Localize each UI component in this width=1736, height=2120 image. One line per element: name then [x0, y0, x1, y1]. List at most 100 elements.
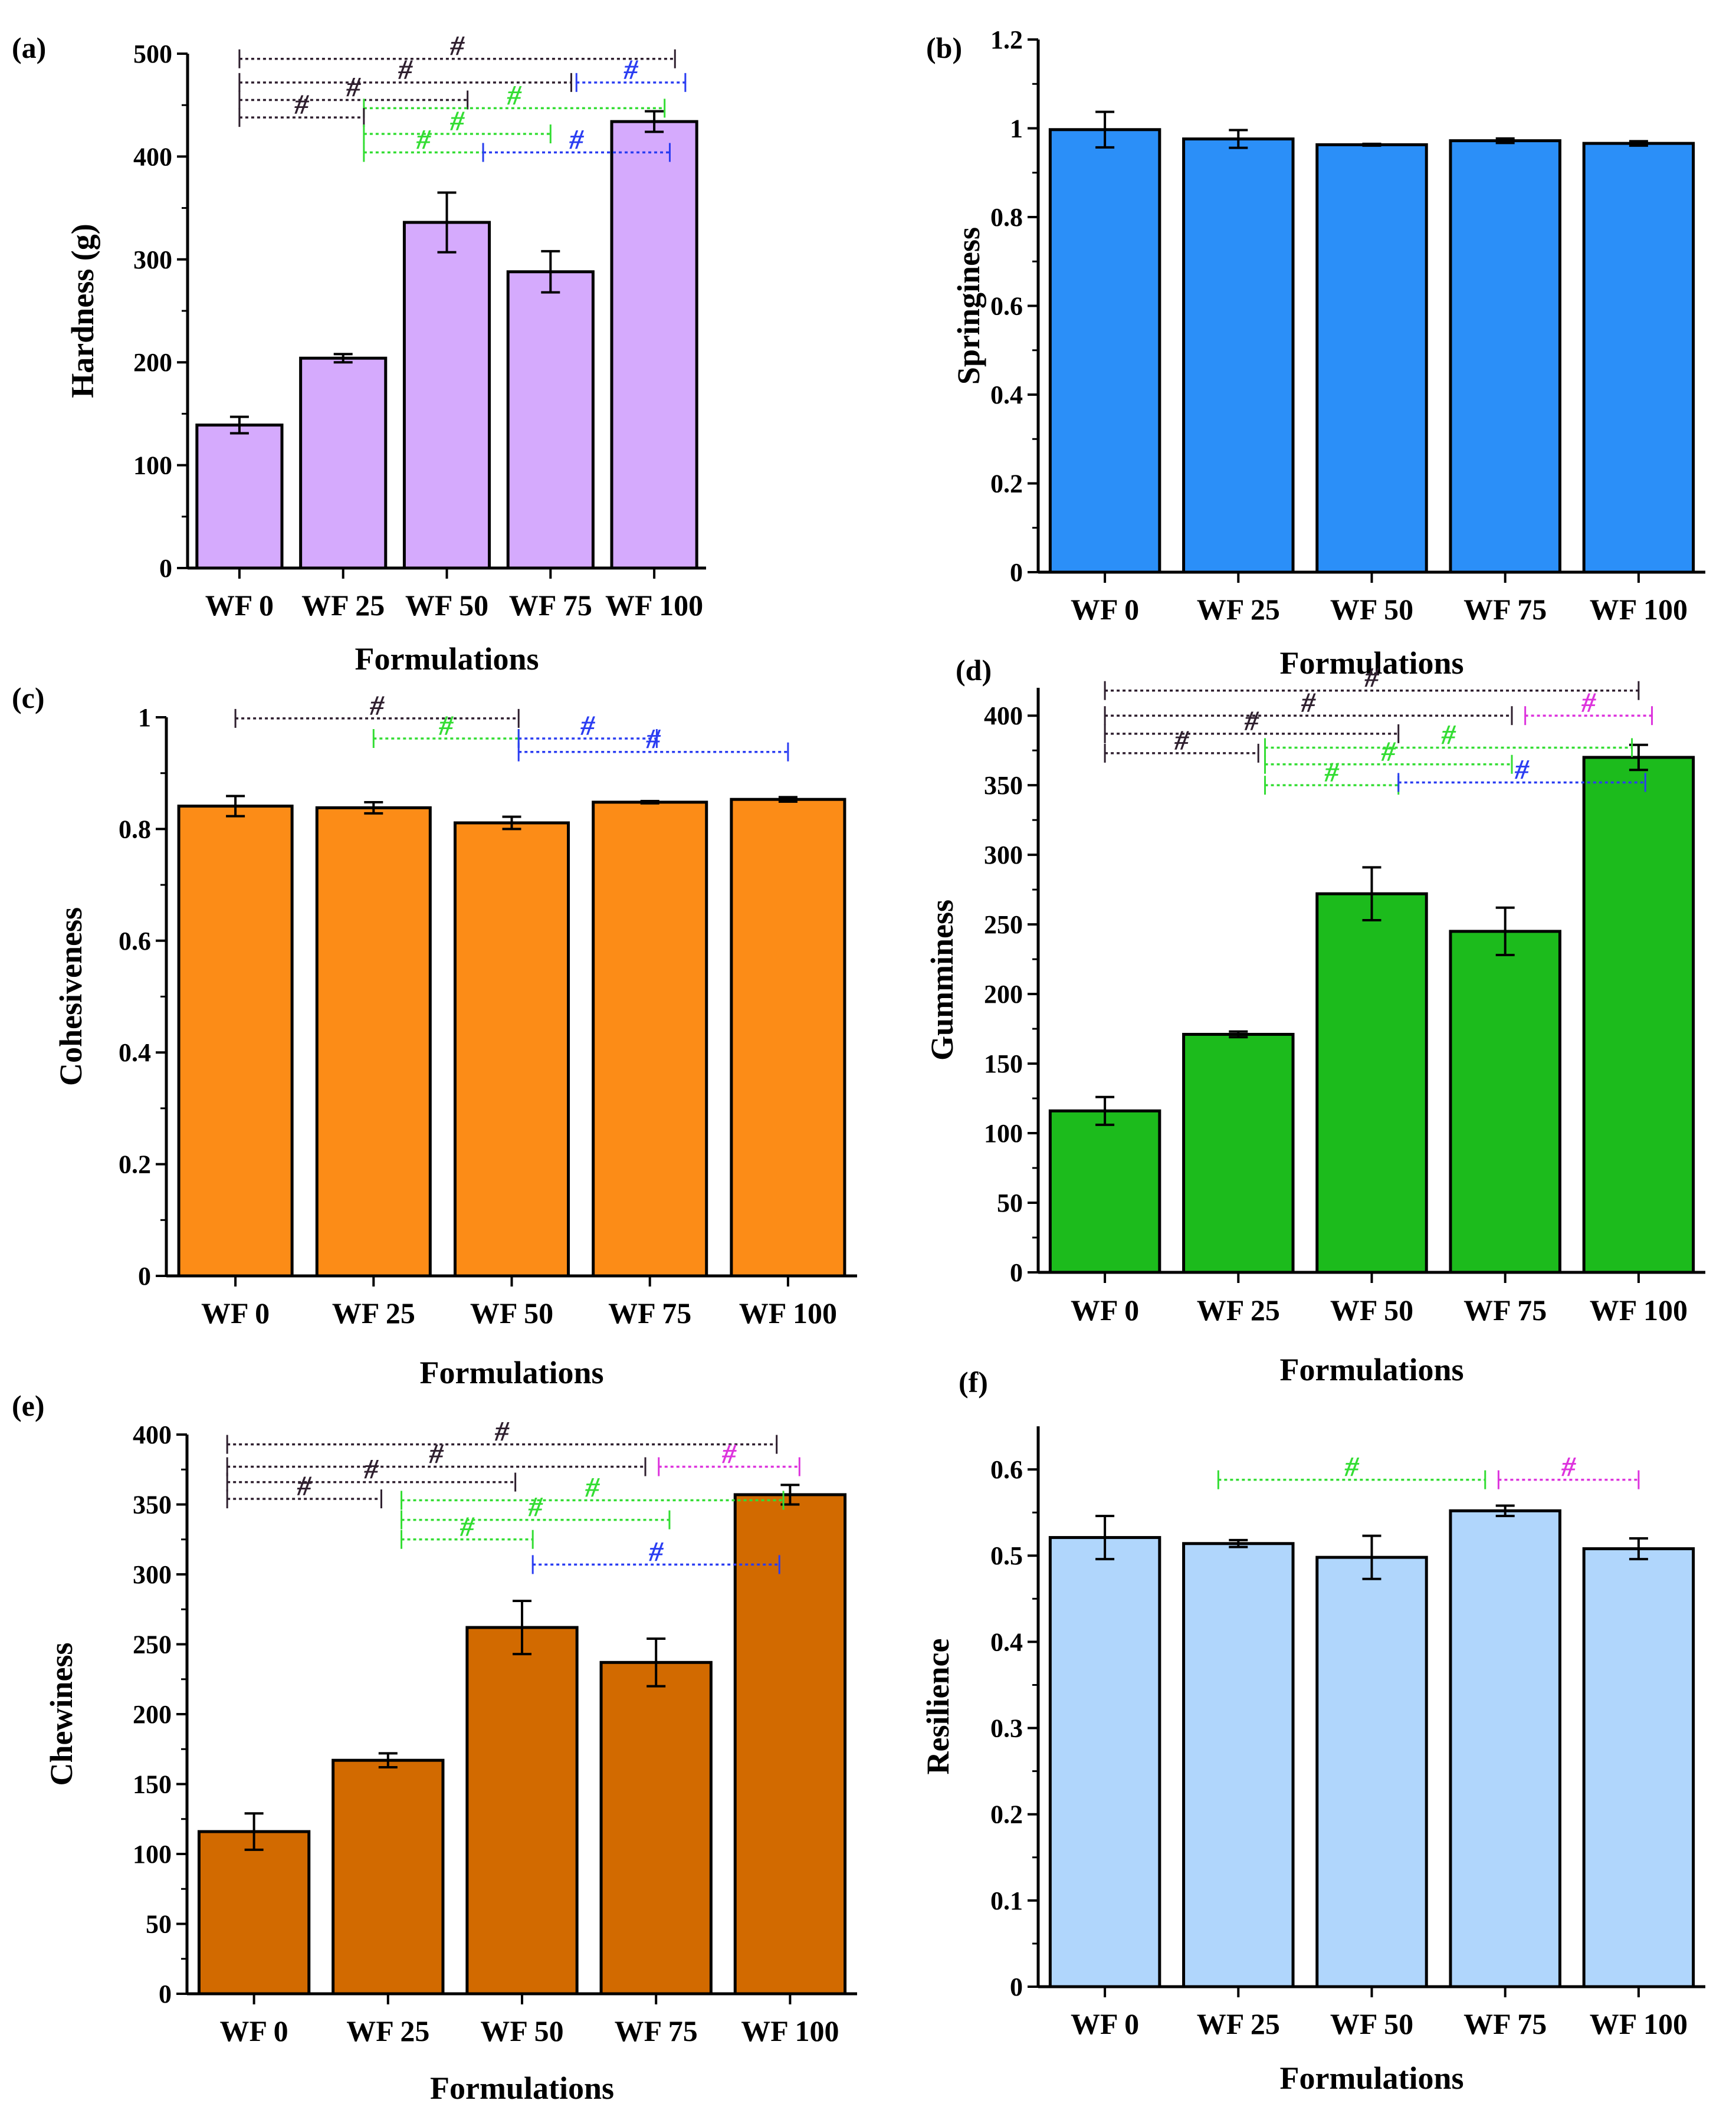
error-bar — [1495, 137, 1515, 145]
y-tick-label: 150 — [984, 1049, 1023, 1078]
significance-bracket: # — [363, 106, 552, 144]
significance-bracket: # — [1397, 754, 1646, 792]
y-axis-title: Hardness (g) — [65, 224, 100, 398]
bar — [197, 1830, 311, 1996]
x-tick-label: WF 0 — [1071, 2007, 1139, 2040]
x-tick-label: WF 100 — [739, 1297, 837, 1330]
x-axis-title: Formulations — [430, 2070, 614, 2106]
y-tick-label: 0.2 — [119, 1150, 151, 1179]
error-bar — [1495, 906, 1515, 957]
error-bar — [1362, 1534, 1381, 1580]
significance-bracket: # — [1104, 687, 1513, 726]
y-tick-label: 0.4 — [990, 380, 1023, 409]
y-tick-label: 0.4 — [119, 1038, 151, 1067]
x-tick-label: WF 0 — [1071, 593, 1139, 626]
significance-bracket: # — [238, 31, 676, 68]
significance-hash: # — [585, 1472, 600, 1503]
significance-hash: # — [648, 1536, 664, 1567]
y-axis-title: Springiness — [951, 227, 986, 385]
significance-hash: # — [1174, 725, 1189, 756]
panel-label: (c) — [12, 681, 45, 714]
y-tick-label: 200 — [133, 348, 172, 377]
y-tick-label: 0.4 — [990, 1627, 1023, 1656]
x-tick-label: WF 50 — [1330, 1294, 1413, 1327]
significance-bracket: # — [238, 89, 365, 127]
bar — [730, 798, 846, 1278]
error-bar — [437, 191, 457, 254]
significance-hash: # — [623, 54, 639, 86]
significance-hash: # — [294, 89, 309, 120]
y-tick-label: 0.2 — [990, 470, 1023, 498]
bar — [1315, 1555, 1428, 1988]
significance-bracket: # — [363, 80, 666, 118]
significance-bracket: # — [658, 1439, 800, 1476]
significance-bracket: # — [226, 1471, 382, 1509]
significance-hash: # — [363, 1454, 379, 1485]
y-tick-label: 350 — [133, 1491, 172, 1520]
x-tick-label: WF 50 — [470, 1297, 553, 1330]
x-axis-title: Formulations — [1279, 645, 1463, 681]
x-tick-label: WF 0 — [1071, 1294, 1139, 1327]
x-axis-title: Formulations — [419, 1355, 603, 1390]
significance-bracket: # — [531, 1536, 780, 1574]
significance-bracket: # — [1524, 687, 1653, 726]
bar — [1182, 1542, 1295, 1988]
x-tick-label: WF 75 — [615, 2014, 698, 2047]
significance-bracket: # — [401, 1472, 785, 1510]
y-tick-label: 0.3 — [990, 1714, 1023, 1743]
significance-hash: # — [398, 54, 413, 86]
bar — [1048, 1109, 1161, 1274]
error-bar — [1229, 1030, 1248, 1039]
y-tick-label: 0.6 — [990, 1455, 1023, 1484]
significance-hash: # — [580, 710, 595, 741]
significance-hash: # — [1381, 736, 1396, 767]
y-tick-label: 150 — [133, 1770, 172, 1799]
y-tick-label: 0 — [159, 554, 172, 583]
chart-panel-e: (e) 0 50 100 150 200 250 300 350 400 WF 0 WF 25 WF 5… — [12, 1389, 857, 2106]
significance-hash: # — [494, 1416, 510, 1448]
significance-bracket: # — [482, 124, 671, 162]
y-tick-label: 400 — [133, 142, 172, 171]
y-tick-label: 0.6 — [119, 927, 151, 956]
significance-hash: # — [369, 690, 385, 721]
error-bar — [778, 796, 798, 803]
significance-bracket: # — [238, 71, 469, 110]
x-tick-label: WF 50 — [405, 589, 488, 622]
y-tick-label: 1.2 — [990, 25, 1023, 54]
bar — [453, 821, 570, 1278]
bar — [177, 805, 294, 1278]
x-tick-label: WF 75 — [1463, 2007, 1547, 2040]
x-tick-label: WF 75 — [1463, 1294, 1547, 1327]
significance-hash: # — [416, 124, 431, 155]
y-tick-label: 0 — [1010, 1973, 1023, 2001]
significance-bracket: # — [372, 710, 520, 748]
y-tick-label: 500 — [133, 40, 172, 68]
error-bar — [1095, 110, 1115, 149]
panel-label: (f) — [959, 1366, 988, 1399]
error-bar — [647, 1637, 666, 1688]
significance-bracket: # — [1104, 662, 1640, 700]
significance-hash: # — [1324, 757, 1340, 788]
error-bar — [1629, 140, 1648, 147]
y-tick-label: 250 — [133, 1630, 172, 1659]
significance-hash: # — [449, 106, 465, 137]
panel-label: (b) — [926, 31, 962, 64]
y-tick-label: 0.6 — [990, 292, 1023, 321]
x-tick-label: WF 25 — [301, 589, 385, 622]
bar — [599, 1660, 713, 1996]
bar — [506, 270, 595, 570]
significance-hash: # — [1244, 705, 1259, 737]
significance-hash: # — [460, 1511, 475, 1543]
x-tick-label: WF 50 — [1330, 593, 1413, 626]
error-bar — [502, 815, 521, 831]
error-bar — [645, 110, 664, 133]
y-tick-label: 300 — [133, 1560, 172, 1589]
x-tick-label: WF 75 — [1463, 593, 1547, 626]
significance-bracket: # — [1264, 736, 1513, 774]
panel-label: (d) — [956, 654, 992, 687]
error-bar — [541, 250, 560, 294]
error-bar — [1362, 866, 1381, 922]
x-tick-label: WF 25 — [332, 1297, 415, 1330]
significance-bracket: # — [1497, 1452, 1640, 1489]
